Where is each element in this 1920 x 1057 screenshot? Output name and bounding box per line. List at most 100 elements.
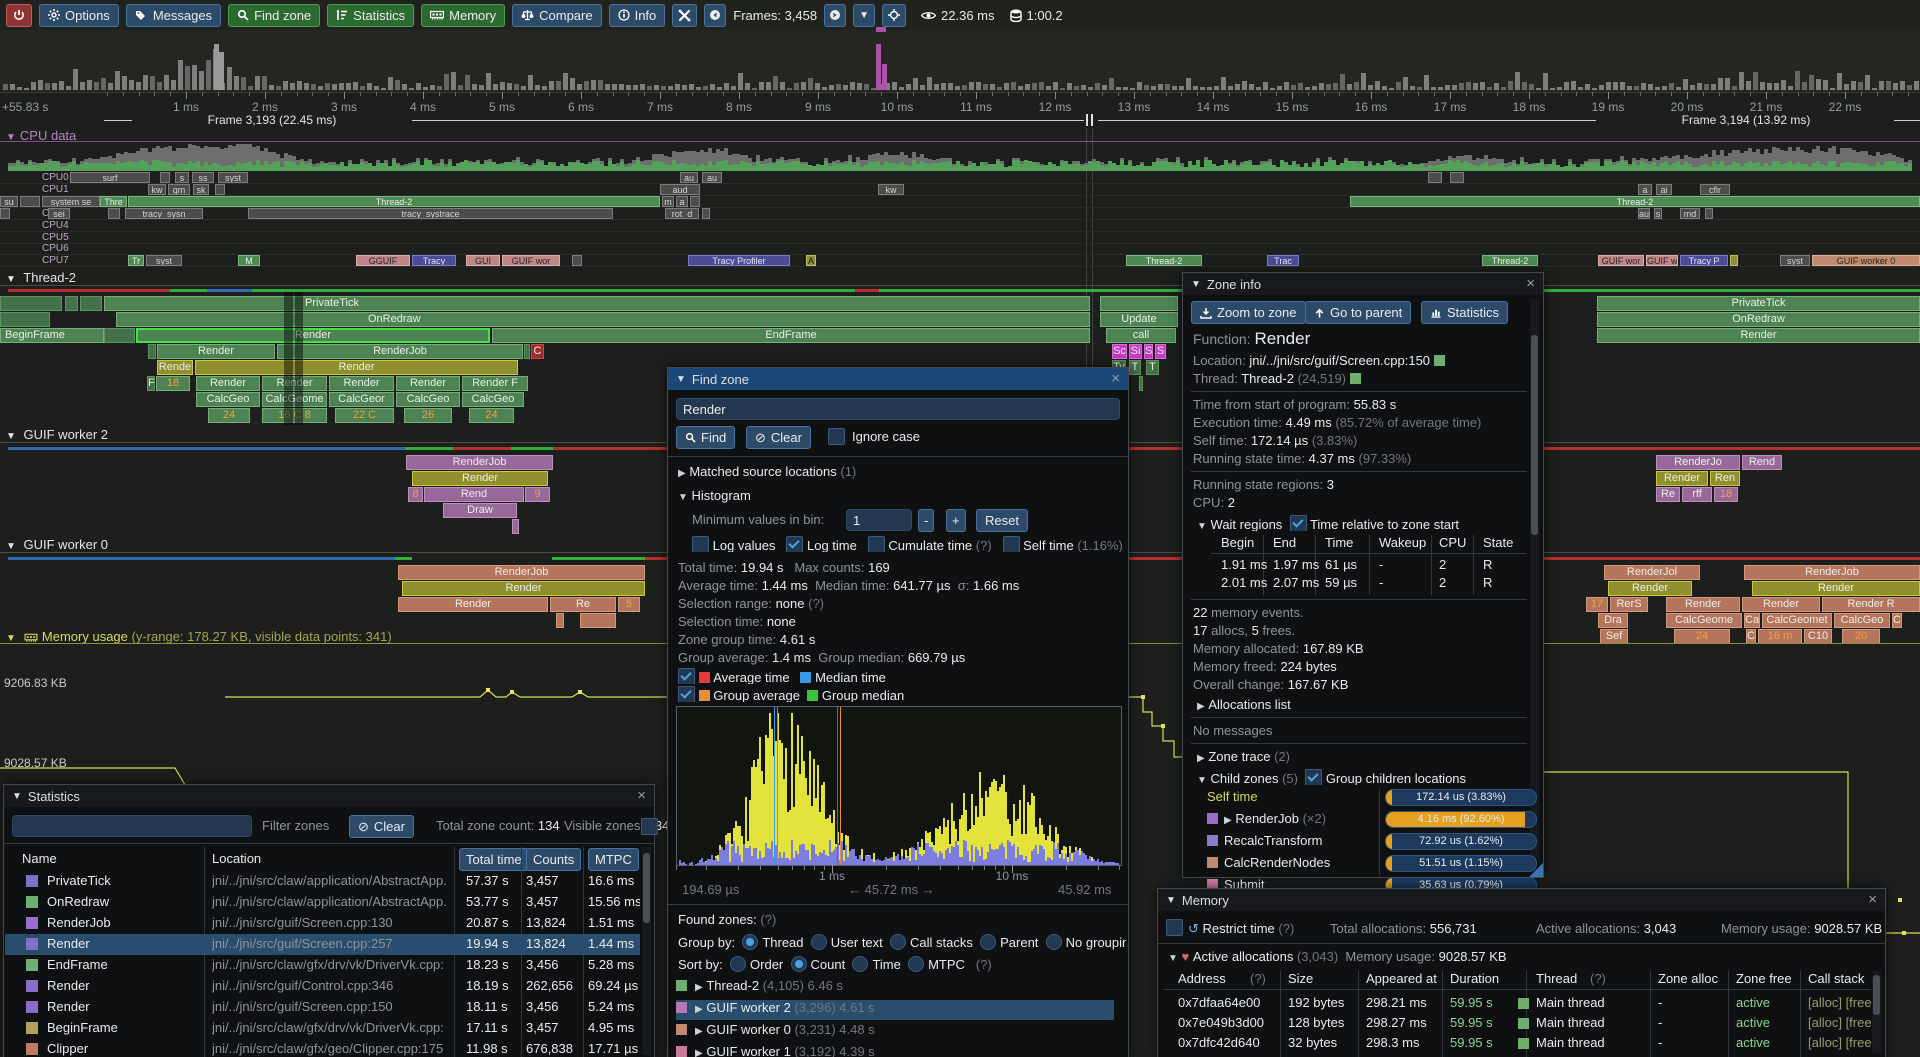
group-by-radio[interactable]	[742, 934, 759, 950]
zone[interactable]	[148, 344, 156, 359]
child-zone-row[interactable]: Self time 172.14 us (3.83%)	[1207, 789, 1537, 807]
cpu-block[interactable]	[20, 195, 40, 207]
cpu-block[interactable]: syst	[1780, 255, 1810, 267]
cpu-block[interactable]: system se	[42, 195, 100, 207]
statistics-titlebar[interactable]: ▼ Statistics ×	[4, 785, 654, 807]
avg-median-checkbox[interactable]	[678, 668, 695, 684]
zone[interactable]: 24	[469, 408, 514, 423]
next-frame-button[interactable]	[824, 3, 847, 27]
cpu-block[interactable]: Thre	[100, 195, 127, 207]
find-button[interactable]: Find	[676, 426, 736, 449]
zone[interactable]: OnRedraw	[116, 312, 1090, 327]
memory-row[interactable]: 0x7dfc53d898 8 bytes 298.34 ms 59.95 s Main …	[1158, 1055, 1871, 1057]
find-zone-button[interactable]: Find zone	[228, 3, 321, 27]
cpu-block[interactable]: Thread-2	[128, 195, 660, 207]
cpu-block[interactable]: cfir	[1700, 183, 1730, 195]
zone[interactable]: Rend	[424, 487, 524, 502]
cpu-block[interactable]	[572, 255, 582, 267]
zone[interactable]: 8	[408, 487, 423, 502]
cpu-block[interactable]: Thread-2	[1126, 255, 1202, 267]
cpu-block[interactable]: Tracy	[412, 255, 456, 267]
cpu-block[interactable]: rot_d	[665, 207, 699, 219]
cpu-block[interactable]: Trac	[1267, 255, 1299, 267]
found-zone-group[interactable]: ▶ Thread-2 (4,105) 6.46 s	[676, 978, 1114, 998]
zone[interactable]: call	[1106, 328, 1176, 343]
memory-row[interactable]: 0x7dfc42d640 32 bytes 298.3 ms 59.95 s Main …	[1158, 1035, 1871, 1055]
cpu-block[interactable]: Thread-2	[1482, 255, 1538, 267]
cpu-block[interactable]: ss	[192, 172, 214, 183]
cpu-block[interactable]	[1450, 172, 1464, 183]
zone[interactable]: Render	[1752, 581, 1920, 596]
stats-row[interactable]: EndFrame jni/../jni/src/claw/gfx/drv/vk/D…	[5, 955, 640, 976]
col-total-time-button[interactable]: Total time	[459, 848, 529, 871]
zone[interactable]: T	[1146, 360, 1159, 375]
zone[interactable]: S	[1144, 344, 1153, 359]
power-button[interactable]	[6, 3, 32, 27]
bin-plus-button[interactable]: +	[946, 509, 966, 532]
info-button[interactable]: Info	[608, 3, 666, 27]
zone[interactable]: Render	[262, 376, 327, 391]
zone[interactable]: Re	[1656, 487, 1680, 502]
clear-button[interactable]: ⊘ Clear	[746, 426, 811, 449]
zone[interactable]: 18	[1714, 487, 1738, 502]
stats-row[interactable]: PrivateTick jni/../jni/src/claw/applicati…	[5, 871, 640, 892]
time-relative-checkbox[interactable]	[1289, 515, 1307, 531]
cpu-block[interactable]: s	[175, 172, 189, 183]
zone[interactable]: T	[1129, 360, 1141, 375]
cpu-block[interactable]: M	[238, 255, 260, 267]
zone[interactable]: S	[1155, 344, 1166, 359]
prev-frame-button[interactable]	[704, 3, 727, 27]
child-zones-section[interactable]: ▼ Child zones (5) Group children locatio…	[1197, 769, 1467, 785]
zone[interactable]: 16 C 8	[262, 408, 327, 423]
self-time-checkbox[interactable]	[1002, 536, 1020, 552]
cpu-block[interactable]: a	[676, 195, 688, 207]
zone[interactable]	[524, 344, 530, 359]
close-icon[interactable]: ×	[1868, 891, 1877, 908]
zone[interactable]: 18	[156, 376, 190, 391]
zone[interactable]: Render	[398, 597, 548, 612]
zone[interactable]: 17	[1586, 597, 1608, 612]
zone[interactable]: Render	[412, 471, 548, 486]
group-by-radio[interactable]	[1045, 934, 1062, 950]
cpu-block[interactable]	[1705, 207, 1713, 219]
cpu-block[interactable]: tracy_systrace	[248, 207, 613, 219]
col-counts-button[interactable]: Counts	[526, 848, 582, 871]
zone-trace-section[interactable]: ▶ Zone trace (2)	[1197, 749, 1290, 764]
stats-row[interactable]: Clipper jni/../jni/src/claw/gfx/geo/Clipp…	[5, 1039, 640, 1057]
zone[interactable]: Render	[1656, 471, 1708, 486]
memory-scrollbar[interactable]	[1872, 971, 1881, 1053]
cpu-block[interactable]: Tracy Profiler	[688, 255, 790, 267]
zone[interactable]: RenderJob	[1744, 565, 1920, 580]
compare-button[interactable]: Compare	[512, 3, 602, 27]
zone[interactable]: CalcGeo	[196, 392, 260, 407]
messages-button[interactable]: Messages	[125, 3, 222, 27]
child-zone-row[interactable]: ▶ RenderJob (×2) 4.16 ms (92.60%)	[1207, 811, 1537, 829]
cpu-block[interactable]: aud	[660, 183, 700, 195]
zone[interactable]: Update	[1100, 312, 1178, 327]
alloc-call-stack[interactable]: [alloc] [free	[1808, 1055, 1871, 1057]
close-icon[interactable]: ×	[637, 787, 646, 804]
zone[interactable]: CalcGeomet	[1762, 613, 1832, 628]
clipped-checkbox[interactable]	[641, 818, 658, 835]
stats-row[interactable]: OnRedraw jni/../jni/src/claw/application/…	[5, 892, 640, 913]
cpu-block[interactable]: su	[0, 195, 18, 207]
zone[interactable]	[512, 519, 519, 534]
zone[interactable]	[1139, 376, 1143, 391]
found-zone-group[interactable]: ▶ GUIF worker 1 (3,192) 4.39 s	[676, 1044, 1114, 1057]
zone[interactable]: Render	[402, 581, 645, 596]
zone[interactable]: Render	[195, 360, 518, 375]
find-zone-titlebar[interactable]: ▼ Find zone ×	[668, 368, 1128, 390]
zone[interactable]: Render	[157, 344, 275, 359]
source-swatch[interactable]	[1433, 355, 1445, 366]
zone[interactable]: C	[1892, 613, 1902, 628]
zone[interactable]: Sef	[1600, 629, 1628, 644]
group-by-radio[interactable]	[890, 934, 907, 950]
zone[interactable]: Rend	[1742, 455, 1782, 470]
zone[interactable]: Draw	[443, 503, 517, 518]
cpu-block[interactable]: tracy_sysn	[125, 207, 203, 219]
cpu-block[interactable]: md	[1680, 207, 1700, 219]
close-icon[interactable]: ×	[1111, 370, 1120, 387]
cpu-block[interactable]	[690, 195, 700, 207]
zone[interactable]: CalcGeo	[1834, 613, 1890, 628]
reset-button[interactable]: Reset	[976, 509, 1028, 532]
